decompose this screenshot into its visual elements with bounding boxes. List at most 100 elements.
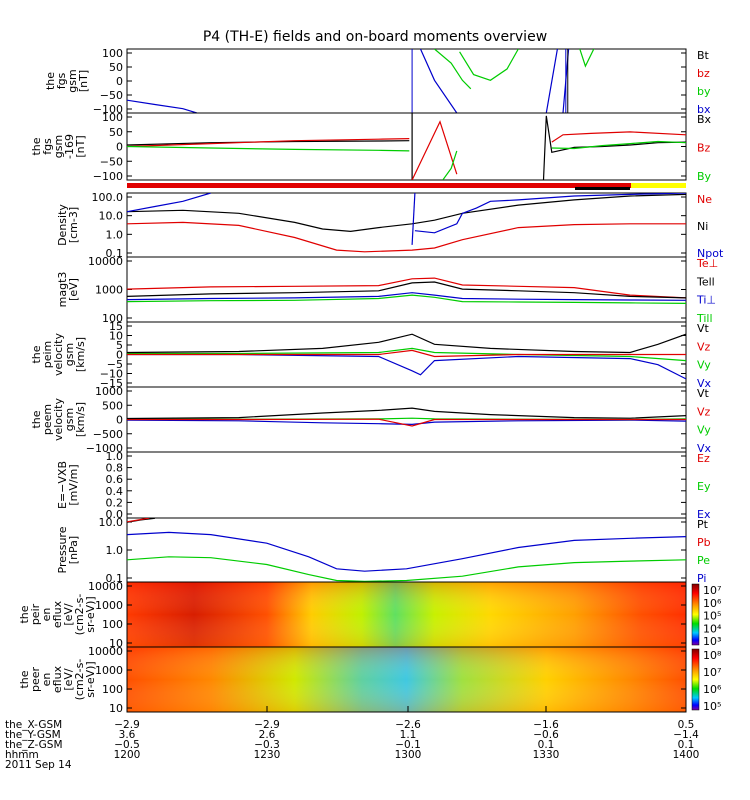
plot-area bbox=[127, 407, 686, 427]
x-tick-label: 1200 bbox=[114, 749, 141, 761]
series-line-Tell bbox=[127, 281, 686, 299]
x-tick-label: −0.3 bbox=[254, 739, 280, 751]
status-bar-black bbox=[575, 187, 630, 190]
y-axis-label: the bbox=[30, 410, 43, 428]
y-axis-label: the bbox=[30, 345, 43, 363]
colorbar-tick-label: 10⁵ bbox=[703, 700, 721, 713]
series-line-by bbox=[434, 49, 472, 90]
y-axis-label: peir bbox=[29, 603, 42, 625]
series-line-Ne bbox=[127, 221, 686, 253]
x-tick-label: −2.9 bbox=[254, 719, 280, 731]
x-tick-label: 1.1 bbox=[400, 729, 417, 741]
legend-entry: Te⊥ bbox=[696, 257, 718, 270]
legend-entry: bz bbox=[697, 67, 710, 80]
y-axis-label: the bbox=[18, 670, 31, 688]
y-tick-label: −50 bbox=[100, 89, 123, 102]
legend-entry: Ti⊥ bbox=[696, 294, 716, 307]
y-tick-label: 0.4 bbox=[106, 485, 124, 498]
series-line-Vz bbox=[127, 349, 686, 358]
colorbar-tick-label: 10⁶ bbox=[703, 683, 722, 696]
y-axis-label: sr-eV)] bbox=[84, 661, 97, 697]
x-tick-label: 0.1 bbox=[538, 739, 555, 751]
y-axis-label: fgs bbox=[41, 138, 54, 155]
y-axis-label: fgs bbox=[55, 72, 68, 89]
y-axis-label: magt3 bbox=[56, 272, 69, 308]
y-tick-label: 10 bbox=[109, 702, 123, 715]
series-line-Ti⊥ bbox=[127, 292, 686, 301]
y-axis-label: peem bbox=[41, 404, 54, 435]
y-tick-label: 1.0 bbox=[106, 228, 124, 241]
legend-entry: Bt bbox=[697, 49, 710, 62]
y-tick-label: 10 bbox=[109, 637, 123, 650]
chart-title: P4 (TH-E) fields and on-board moments ov… bbox=[202, 29, 548, 45]
colorbar-tick-label: 10⁷ bbox=[703, 666, 721, 679]
x-tick-label: 3.6 bbox=[119, 729, 136, 741]
legend-entry: Bx bbox=[697, 113, 712, 126]
y-tick-label: −100 bbox=[93, 170, 123, 183]
series-line-Pi bbox=[127, 531, 686, 572]
y-tick-label: 10.0 bbox=[99, 516, 124, 529]
legend-entry: Ez bbox=[697, 452, 710, 465]
y-axis-label: [nT] bbox=[74, 135, 87, 157]
y-axis-label: [cm-3] bbox=[67, 207, 80, 243]
y-axis-label: sr-eV)] bbox=[84, 596, 97, 632]
y-axis-label: [km/s] bbox=[74, 402, 87, 437]
legend-entry: Ni bbox=[697, 220, 708, 233]
y-tick-label: 10000 bbox=[88, 645, 123, 658]
legend-entry: Vy bbox=[697, 424, 711, 437]
series-line-By bbox=[442, 150, 458, 180]
x-tick-label: −0.1 bbox=[395, 739, 421, 751]
panel-density: 100.0 10.0 1.0 0.1 Density[cm-3] Ne Ni Npot bbox=[56, 191, 724, 260]
x-tick-label: −2.9 bbox=[114, 719, 140, 731]
series-line-Pe bbox=[127, 556, 686, 582]
y-axis-label: the bbox=[18, 605, 31, 623]
y-tick-label: 0.1 bbox=[106, 247, 124, 260]
y-axis-label: (cm2-s- bbox=[73, 594, 86, 636]
y-axis-label: (cm2-s- bbox=[73, 659, 86, 701]
y-tick-label: −10 bbox=[100, 368, 123, 381]
x-tick-label: −1.4 bbox=[673, 729, 699, 741]
series-line-Bt bbox=[127, 140, 410, 146]
x-tick-label: 2.6 bbox=[259, 729, 276, 741]
y-tick-label: 10 bbox=[109, 330, 123, 343]
y-tick-label: 0 bbox=[116, 414, 123, 427]
series-line-Vx bbox=[127, 353, 686, 380]
y-tick-label: 500 bbox=[102, 399, 123, 412]
legend-entry: Vz bbox=[697, 405, 711, 418]
x-axis-row-label: the_Y-GSM bbox=[5, 729, 61, 741]
panel-frame bbox=[126, 48, 687, 114]
panel-magt3: 10000 1000 100 magt3[eV] Te⊥ Tell Ti⊥ Till bbox=[56, 255, 718, 325]
legend-entry: bx bbox=[697, 103, 711, 116]
y-axis-label: E=−VXB bbox=[56, 461, 69, 509]
y-axis-label: the bbox=[30, 137, 43, 155]
legend-entry: Till bbox=[696, 312, 713, 325]
colorbar-tick-label: 10⁴ bbox=[703, 622, 722, 635]
y-tick-label: 0 bbox=[116, 141, 123, 154]
legend-entry: Vx bbox=[697, 377, 712, 390]
legend-entry: Vy bbox=[697, 359, 711, 372]
y-axis-label: [mV/m] bbox=[67, 464, 80, 505]
panel-efield: 1.00.80.60.40.20.0 E=−VXB[mV/m] Ez Ey Ex bbox=[56, 450, 711, 521]
colorbar-tick-label: 10⁷ bbox=[703, 584, 721, 597]
y-tick-label: 10000 bbox=[88, 580, 123, 593]
status-bars bbox=[127, 183, 686, 190]
x-axis-row-label: hhmm bbox=[5, 749, 39, 761]
plot-area bbox=[127, 113, 686, 180]
y-axis-label: peer bbox=[29, 667, 42, 693]
legend-entry: by bbox=[697, 85, 711, 98]
x-tick-label: 0.1 bbox=[678, 739, 695, 751]
colorbar-tick-label: 10⁶ bbox=[703, 597, 722, 610]
legend-entry: Tell bbox=[696, 275, 715, 288]
y-axis-label: gsm bbox=[63, 408, 76, 431]
y-tick-label: −5 bbox=[107, 358, 123, 371]
series-line-by bbox=[459, 49, 519, 81]
x-tick-label: 1330 bbox=[533, 749, 560, 761]
y-tick-label: −15 bbox=[100, 377, 123, 390]
x-tick-label: −0.6 bbox=[533, 729, 559, 741]
y-tick-label: 1000 bbox=[95, 664, 123, 677]
legend-entry: Ne bbox=[697, 193, 712, 206]
